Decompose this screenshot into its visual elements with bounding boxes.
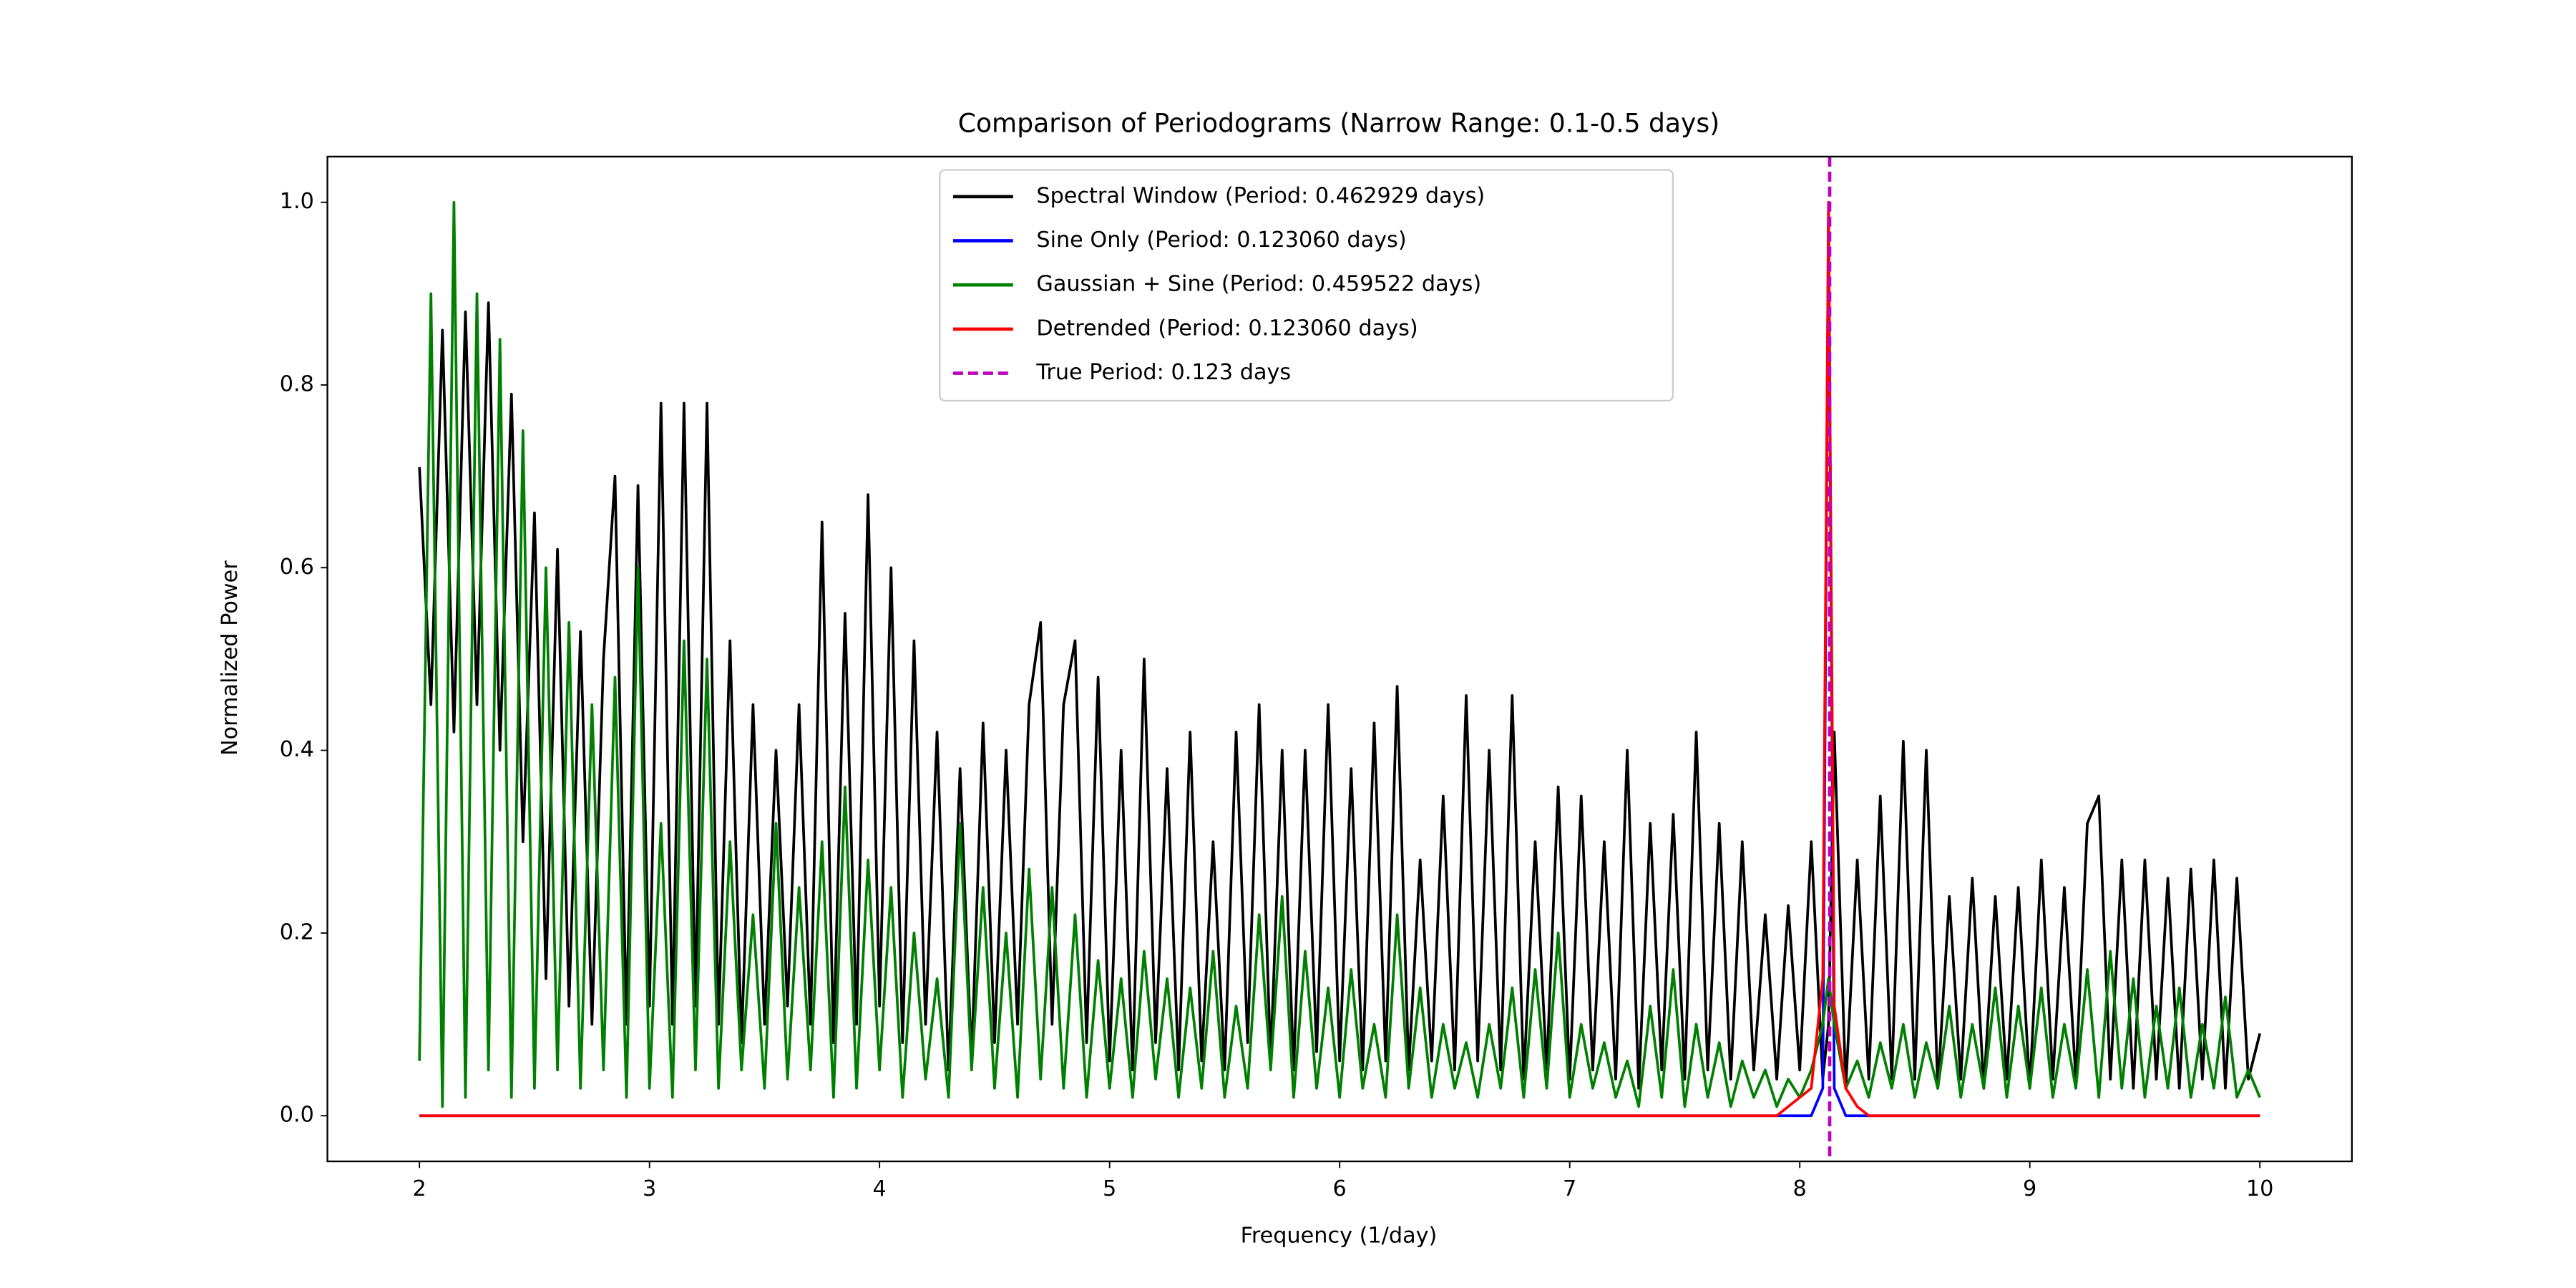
y-tick-label: 0.8 bbox=[280, 372, 314, 397]
y-tick-label: 1.0 bbox=[280, 189, 314, 214]
y-tick-label: 0.0 bbox=[280, 1103, 314, 1128]
y-tick-label: 0.6 bbox=[280, 555, 314, 580]
x-tick-label: 9 bbox=[2023, 1176, 2036, 1201]
y-axis-label: Normalized Power bbox=[218, 560, 243, 756]
x-tick-label: 5 bbox=[1103, 1176, 1116, 1201]
plot-frame bbox=[326, 155, 2353, 1163]
x-tick-label: 8 bbox=[1793, 1176, 1807, 1201]
x-tick-label: 4 bbox=[873, 1176, 887, 1201]
legend-label: Sine Only (Period: 0.123060 days) bbox=[1036, 228, 1406, 253]
x-tick-label: 7 bbox=[1563, 1176, 1576, 1201]
legend-label: Gaussian + Sine (Period: 0.459522 days) bbox=[1036, 272, 1481, 297]
y-tick-label: 0.4 bbox=[280, 737, 314, 762]
legend-box bbox=[939, 169, 1674, 402]
chart-title: Comparison of Periodograms (Narrow Range… bbox=[958, 109, 1719, 139]
x-tick-label: 6 bbox=[1333, 1176, 1347, 1201]
x-tick-label: 10 bbox=[2246, 1176, 2274, 1201]
x-tick-label: 3 bbox=[643, 1176, 656, 1201]
x-tick-label: 2 bbox=[413, 1176, 426, 1201]
legend-label: Spectral Window (Period: 0.462929 days) bbox=[1036, 183, 1485, 208]
series-line bbox=[419, 200, 2260, 1118]
y-tick-label: 0.2 bbox=[280, 919, 314, 945]
legend-label: True Period: 0.123 days bbox=[1035, 360, 1291, 385]
series-line bbox=[418, 200, 2261, 1108]
series-line bbox=[418, 301, 2262, 1090]
x-axis-label: Frequency (1/day) bbox=[1241, 1223, 1438, 1248]
legend-label: Detrended (Period: 0.123060 days) bbox=[1036, 316, 1418, 341]
